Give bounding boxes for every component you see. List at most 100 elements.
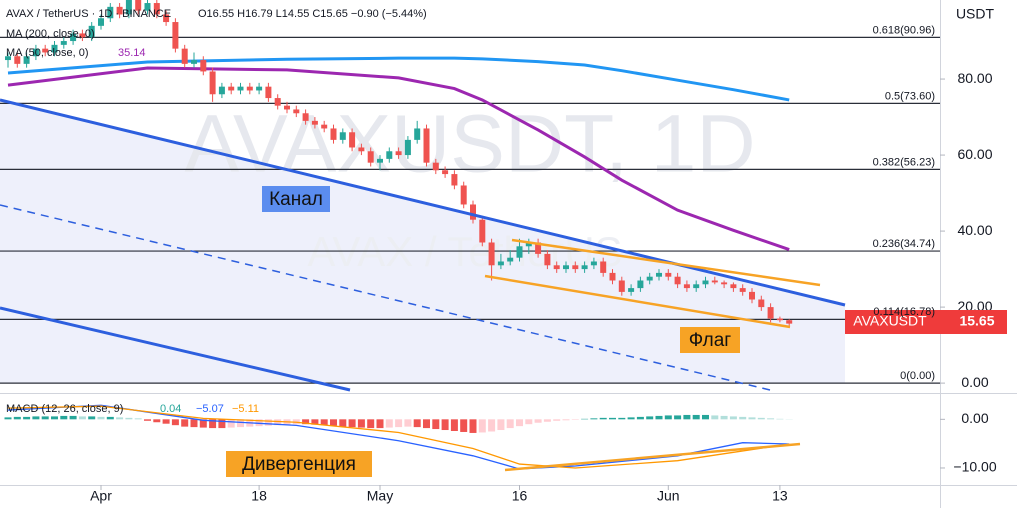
macd-histogram-bar — [507, 419, 514, 428]
candle-body — [312, 121, 318, 125]
macd-histogram-bar — [618, 418, 625, 419]
macd-histogram-bar — [116, 417, 123, 419]
candle-body — [256, 87, 262, 91]
macd-histogram-bar — [14, 417, 21, 419]
macd-histogram-bar — [191, 419, 198, 427]
y-tick-label: 0.00 — [961, 374, 988, 390]
candle-body — [368, 151, 374, 162]
macd-histogram-bar — [749, 417, 756, 419]
flag-label: Флаг — [689, 330, 731, 351]
macd-histogram-bar — [656, 416, 663, 419]
macd-histogram-bar — [330, 419, 337, 425]
macd-histogram-bar — [646, 416, 653, 419]
candle-body — [712, 280, 718, 282]
macd-histogram-bar — [590, 418, 597, 419]
candle-body — [479, 220, 485, 243]
candle-body — [433, 163, 439, 171]
macd-histogram-bar — [228, 419, 235, 427]
watermark: AVAXUSDT, 1D — [184, 99, 755, 190]
macd-histogram-bar — [358, 419, 365, 427]
divergence-label: Дивергенция — [242, 454, 356, 475]
macd-histogram-bar — [683, 415, 690, 419]
candle-body — [386, 151, 392, 159]
macd-y-tick-label: 0.00 — [961, 410, 988, 426]
candle-body — [405, 140, 411, 155]
macd-histogram-bar — [23, 417, 30, 419]
macd-histogram-bar — [460, 419, 467, 432]
candle-body — [442, 170, 448, 174]
macd-histogram-bar — [339, 419, 346, 426]
ohlc: O16.55 H16.79 L14.55 C15.65 −0.90 (−5.44… — [198, 8, 427, 20]
candle-body — [414, 128, 420, 139]
macd-histogram-bar — [479, 419, 486, 432]
macd-histogram-bar — [163, 419, 170, 423]
candle-body — [572, 265, 578, 269]
candle-body — [331, 128, 337, 139]
macd-histogram-bar — [88, 416, 95, 419]
candle-body — [200, 60, 206, 71]
candle-body — [675, 277, 681, 285]
candle-body — [656, 273, 662, 277]
candle-body — [424, 128, 430, 162]
y-tick-label: 40.00 — [957, 222, 992, 238]
candle-body — [191, 60, 197, 64]
macd-histogram-bar — [637, 417, 644, 419]
macd-y-tick-label: −10.00 — [953, 459, 996, 475]
fib-label: 0.5(73.60) — [885, 90, 935, 102]
macd-histogram-bar — [125, 418, 132, 419]
candle-body — [740, 288, 746, 292]
macd-histogram-bar — [386, 419, 393, 427]
signal-value: −5.11 — [232, 403, 259, 415]
macd-histogram-bar — [377, 419, 384, 428]
candle-body — [284, 106, 290, 110]
candle-body — [610, 273, 616, 281]
x-tick-label: Apr — [90, 488, 112, 504]
macd-histogram-bar — [609, 418, 616, 419]
candle-body — [293, 109, 299, 113]
y-tick-label: 80.00 — [957, 70, 992, 86]
candle-body — [647, 277, 653, 281]
candle-body — [758, 300, 764, 308]
x-tick-label: 13 — [772, 488, 788, 504]
candle-body — [563, 265, 569, 269]
ma50-value: 35.14 — [118, 47, 146, 59]
candle-body — [377, 159, 383, 163]
macd-value: −5.07 — [196, 403, 224, 415]
macd-histogram-bar — [721, 416, 728, 419]
macd-histogram-bar — [265, 419, 272, 425]
macd-histogram-bar — [404, 419, 411, 426]
macd-histogram-bar — [525, 419, 532, 424]
y-tick-label: 60.00 — [957, 146, 992, 162]
macd-histogram-bar — [181, 419, 188, 426]
macd-histogram-bar — [79, 416, 86, 419]
candle-body — [777, 319, 783, 321]
fib-label: 0.114(16.78) — [873, 306, 935, 318]
macd-histogram-bar — [628, 417, 635, 419]
fib-label: 0.618(90.96) — [873, 24, 935, 36]
macd-histogram-bar — [497, 419, 504, 430]
macd-histogram-bar — [153, 419, 160, 422]
candle-body — [219, 87, 225, 95]
macd-histogram-bar — [451, 419, 458, 431]
macd-histogram-bar — [98, 417, 105, 419]
x-tick-label: 16 — [512, 488, 528, 504]
macd-histogram-bar — [535, 419, 542, 422]
macd-histogram-bar — [60, 416, 67, 419]
x-tick-label: 18 — [251, 488, 267, 504]
macd-histogram-bar — [730, 416, 737, 419]
ma200-legend: MA (200, close, 0) — [6, 28, 95, 40]
macd-histogram-bar — [767, 418, 774, 419]
candle-body — [228, 87, 234, 91]
macd-histogram-bar — [665, 415, 672, 419]
macd-histogram-bar — [702, 415, 709, 419]
macd-histogram-bar — [349, 419, 356, 427]
macd-histogram-bar — [70, 416, 77, 419]
candle-body — [321, 125, 327, 129]
macd-histogram-bar — [488, 419, 495, 431]
candle-body — [768, 307, 774, 318]
candle-body — [451, 174, 457, 185]
macd-histogram-bar — [172, 419, 179, 425]
macd-hist-value: 0.04 — [160, 403, 181, 415]
macd-histogram-bar — [553, 419, 560, 420]
macd-histogram-bar — [674, 415, 681, 419]
